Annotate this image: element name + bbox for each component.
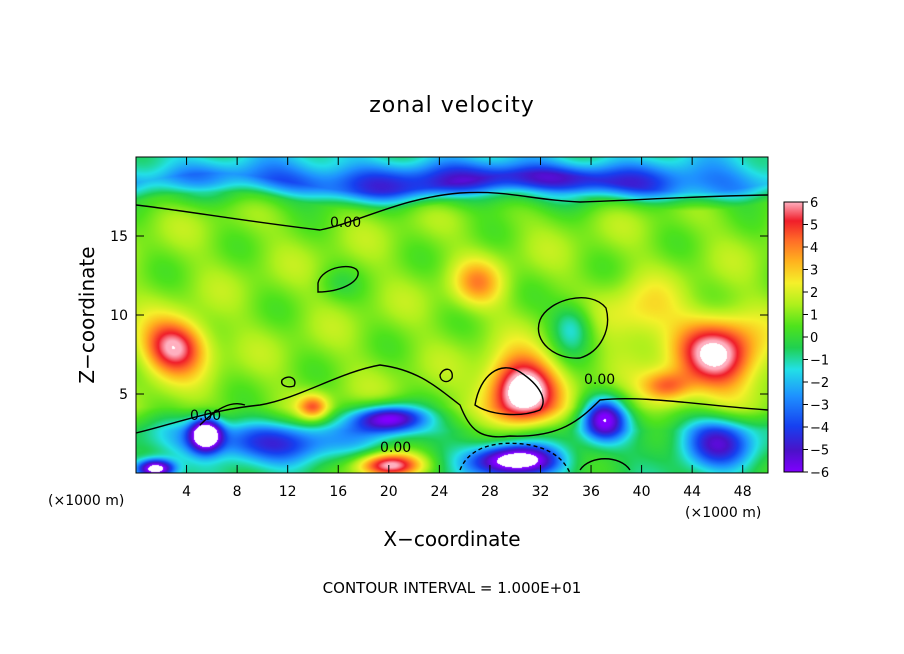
colorbar-tick-label: −5: [810, 444, 829, 459]
colorbar-tick-label: 3: [810, 264, 818, 279]
colorbar: 6 5 4 3 2 1 0 −1 −2 −3 −4 −5 −6: [783, 196, 829, 481]
x-tick-label: 4: [182, 484, 191, 500]
x-tick-label: 16: [329, 484, 347, 500]
contour-zero-mid: [199, 403, 246, 426]
contour-label: 0.00: [584, 372, 615, 388]
colorbar-scale: [783, 201, 804, 473]
x-tick-label: 8: [233, 484, 242, 500]
colorbar-tick-label: 6: [810, 196, 818, 211]
x-tick-label: 44: [683, 484, 701, 500]
x-tick-label: 28: [481, 484, 499, 500]
x-axis: 4 8 12 16 20 24 28 32 36 40 44 48: [182, 157, 752, 500]
colorbar-ticks: 6 5 4 3 2 1 0 −1 −2 −3 −4 −5 −6: [803, 196, 829, 481]
y-axis-label: Z−coordinate: [75, 246, 99, 383]
contour-right: [579, 458, 631, 471]
y-tick-label: 5: [119, 387, 128, 403]
colorbar-tick-label: −4: [810, 421, 829, 436]
colorbar-tick-label: 1: [810, 309, 818, 324]
contour-blue-cell: [537, 297, 609, 359]
contour-lines: [135, 191, 769, 474]
colorbar-tick-label: 4: [810, 241, 818, 256]
x-tick-label: 48: [734, 484, 752, 500]
contour-labels: 0.00 0.00 0.00 0.00: [190, 215, 615, 456]
x-tick-label: 24: [430, 484, 448, 500]
colorbar-tick-label: −6: [810, 466, 829, 481]
y-tick-label: 15: [110, 229, 128, 245]
y-axis: 5 10 15: [110, 229, 768, 403]
colorbar-tick-label: 5: [810, 219, 818, 234]
contour-small-b: [281, 376, 296, 388]
contour-label: 0.00: [380, 440, 411, 456]
colorbar-tick-label: −2: [810, 376, 829, 391]
contour-small-a: [439, 368, 453, 383]
contour-zero-lower: [135, 364, 769, 438]
contour-zero-upper: [135, 191, 769, 231]
x-tick-label: 32: [532, 484, 550, 500]
y-tick-label: 10: [110, 308, 128, 324]
x-unit-right: (×1000 m): [685, 505, 761, 521]
colorbar-tick-label: −1: [810, 354, 829, 369]
plot-area: [136, 157, 768, 473]
contour-circle: [317, 265, 359, 293]
x-tick-label: 12: [279, 484, 297, 500]
contour-label: 0.00: [190, 408, 221, 424]
x-axis-label: X−coordinate: [383, 527, 520, 551]
x-tick-label: 36: [582, 484, 600, 500]
x-tick-label: 40: [633, 484, 651, 500]
contour-white-bottom: [459, 442, 571, 474]
contour-red-cell: [474, 367, 544, 416]
chart-title: zonal velocity: [369, 93, 535, 118]
contour-label: 0.00: [330, 215, 361, 231]
colorbar-tick-label: 0: [810, 331, 818, 346]
colorbar-tick-label: −3: [810, 399, 829, 414]
contour-interval: CONTOUR INTERVAL = 1.000E+01: [323, 579, 582, 597]
x-tick-label: 20: [380, 484, 398, 500]
x-unit-left: (×1000 m): [48, 493, 124, 509]
colorbar-tick-label: 2: [810, 286, 818, 301]
